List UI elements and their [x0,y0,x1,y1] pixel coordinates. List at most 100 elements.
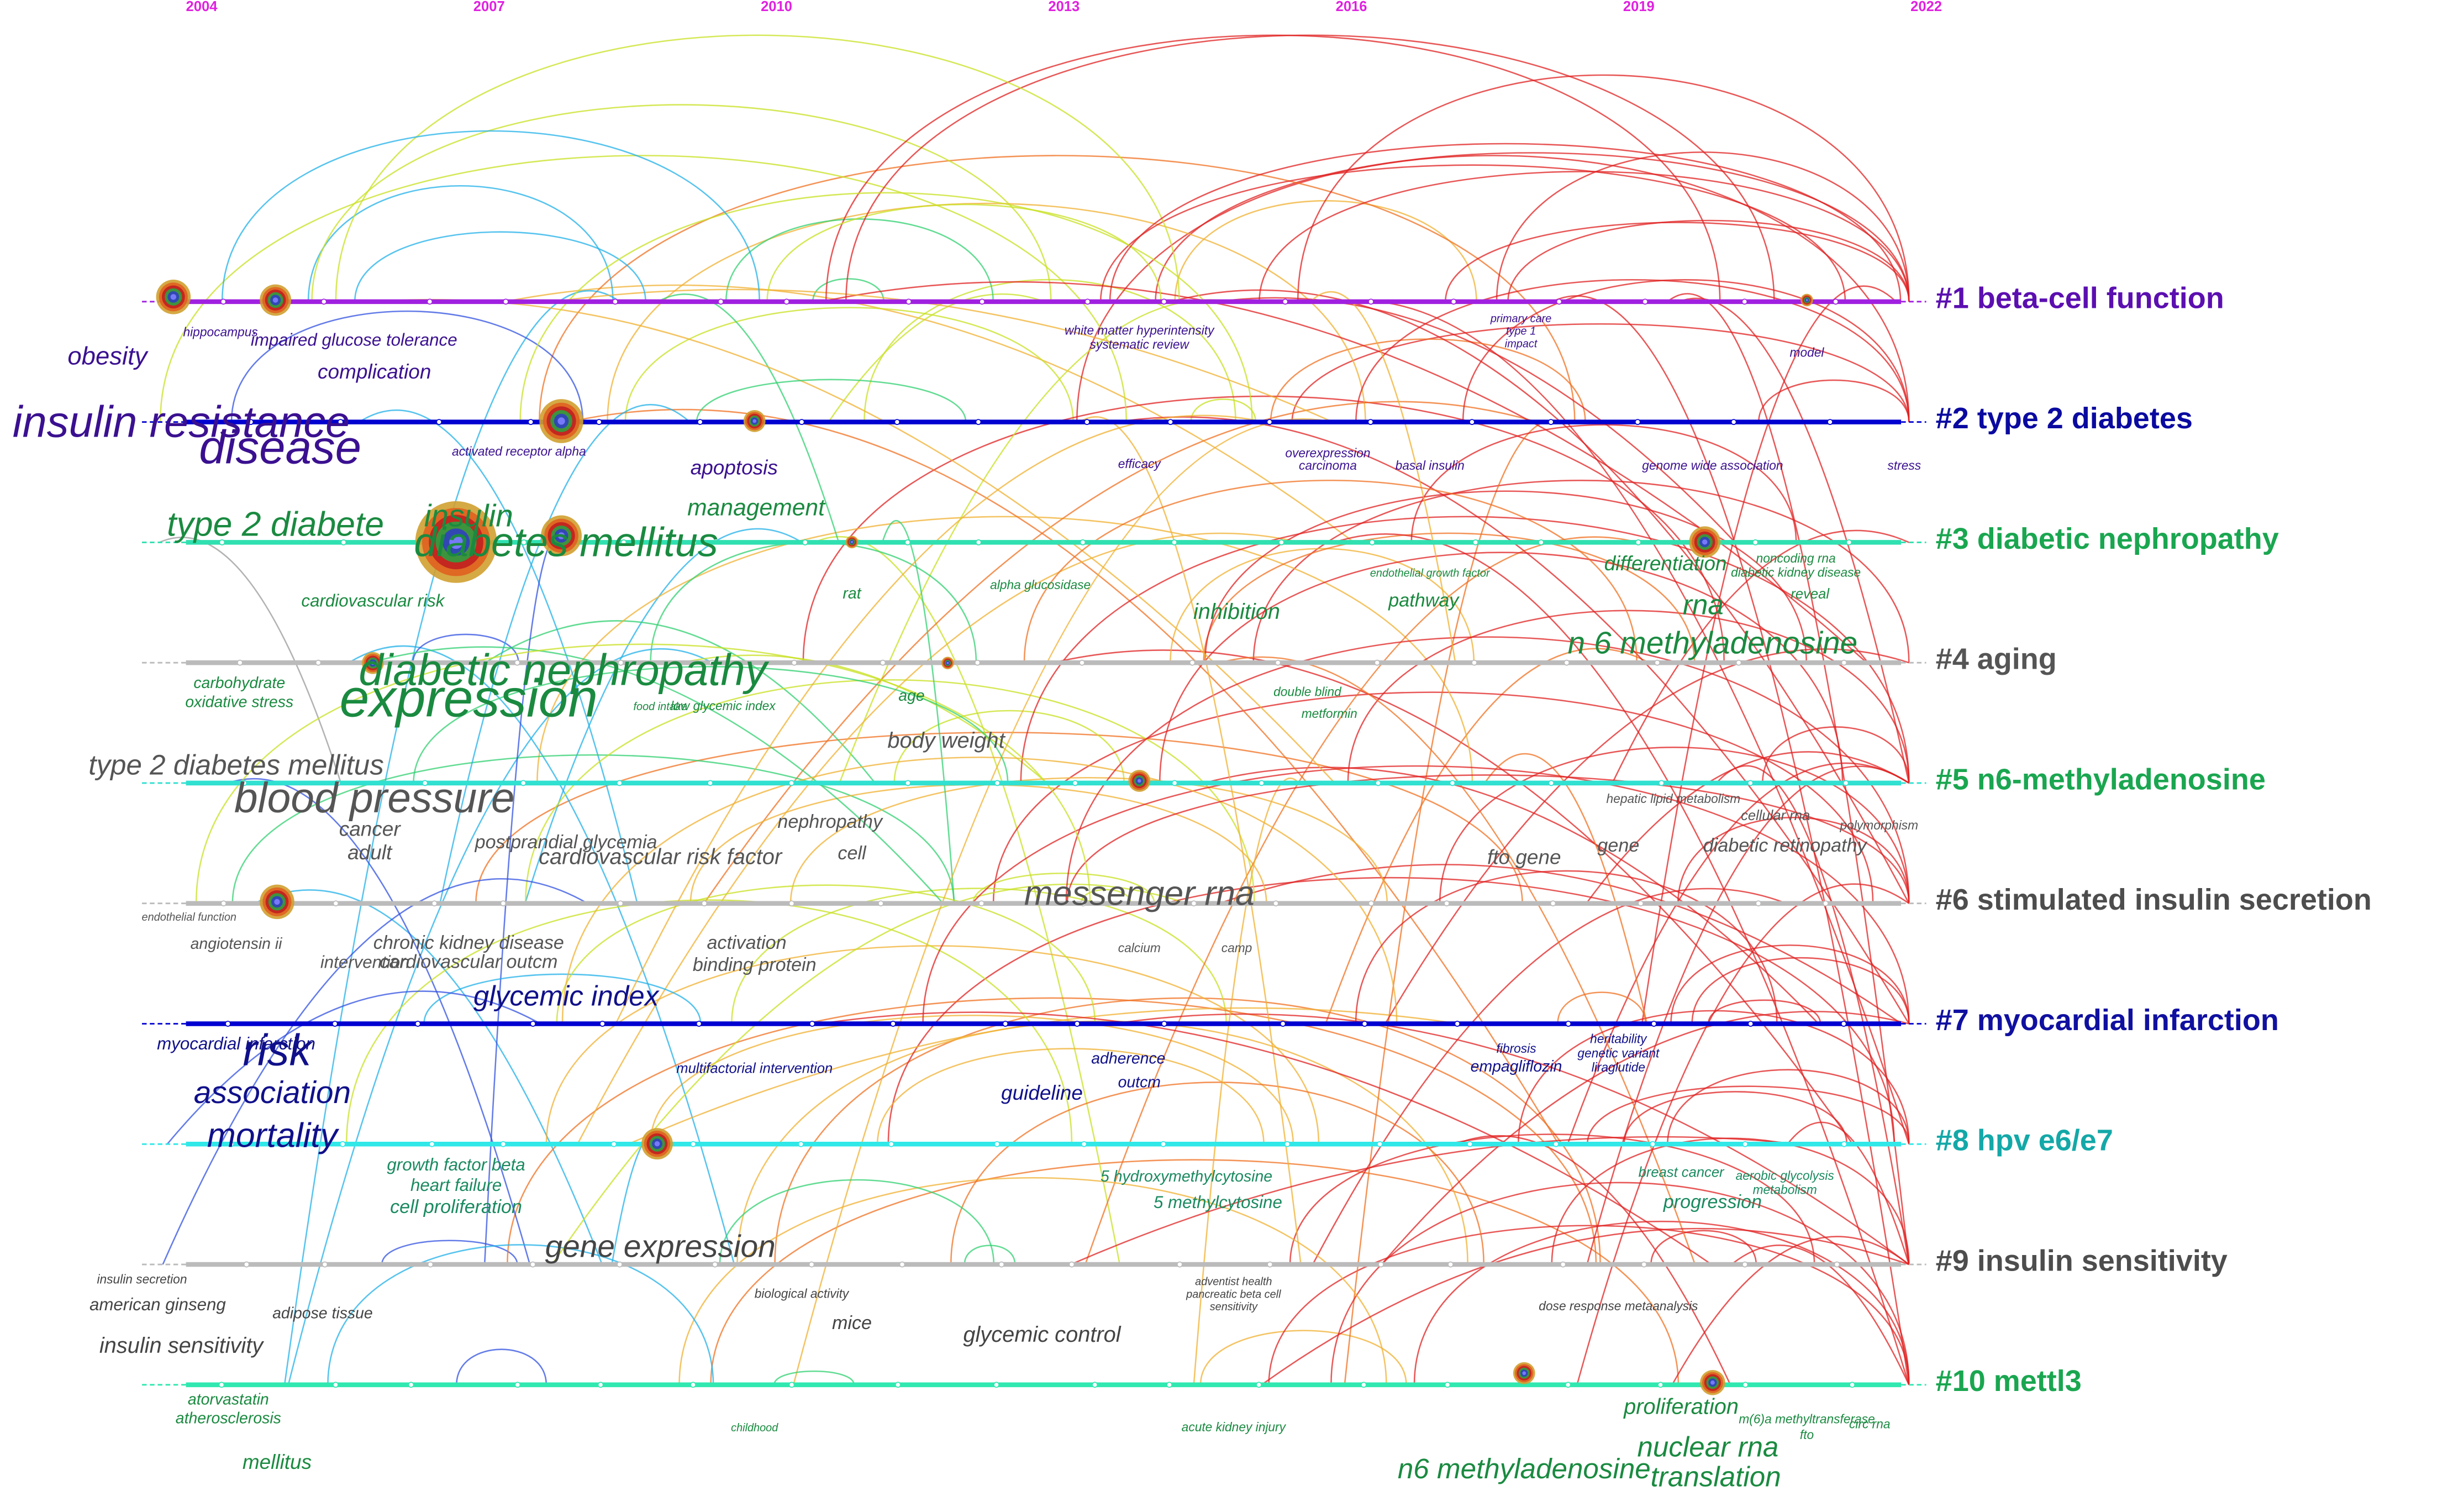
keyword: stress [1887,458,1921,473]
keyword: adult [348,841,393,864]
node [436,419,443,426]
node [1189,659,1196,666]
year-label: 2019 [1623,0,1655,14]
keyword: metformin [1302,706,1357,721]
citation-arc [327,1244,714,1385]
node [975,419,982,426]
keyword: cellular rna [1741,808,1810,823]
node [1454,1021,1461,1027]
keyword: calcium [1118,941,1161,955]
citation-arc [335,34,1180,302]
node [220,900,227,907]
citation-arc [231,754,955,904]
node [1160,1141,1167,1147]
citation-arc [1155,152,1910,302]
keyword: rna [1683,589,1724,621]
citation-arc [507,997,1597,1265]
citation-arc [159,537,342,784]
cluster-label: #7 myocardial infarction [1936,1004,2279,1037]
citation-arc [1667,293,1910,1265]
node [320,298,327,305]
citation-arc [703,401,1538,904]
citation-arc [650,1015,1294,1144]
keyword: basal insulin [1396,458,1465,473]
cluster-label: #2 type 2 diabetes [1936,402,2193,435]
citation-arc [1670,944,1910,1024]
keyword: low glycemic index [671,699,776,713]
keyword: insulin sensitivity [99,1334,264,1358]
keyword: nephropathy [777,811,883,832]
citation-arc [736,1020,1468,1265]
node [1563,659,1570,666]
keyword: breast cancer [1639,1164,1725,1180]
node [1547,419,1554,426]
citation-arc [423,973,702,1024]
keyword: type 2 diabete [167,505,384,543]
node [975,539,982,545]
node [322,1261,328,1268]
keyword: n6 methyladenosine [1398,1453,1651,1484]
citation-arc [536,516,1473,783]
citation-arc [1507,219,1910,302]
citation-arc [1623,1091,1848,1144]
node [1827,419,1833,426]
citation-arc [1567,762,1910,1144]
node [610,1141,617,1147]
citation-arc [1439,747,1910,904]
citation-arc [1114,1013,1910,1266]
node [1191,900,1197,907]
citation-arc [887,876,1895,1144]
keyword: fto gene [1487,846,1561,869]
node [1084,419,1090,426]
citation-arc [1557,991,1646,1024]
node [1275,659,1281,666]
citation-arc [166,990,541,1145]
nodes [156,280,1856,1395]
citation-arc [1297,74,1910,302]
node [1081,1141,1087,1147]
keyword: nuclear rna [1637,1431,1778,1462]
node [1650,1141,1656,1147]
keyword-node [557,532,565,539]
node [408,1382,414,1388]
keyword: cancer [339,817,402,840]
cluster-label: #1 beta-cell function [1936,281,2224,314]
node [1538,539,1544,545]
node [1378,1261,1384,1268]
node [514,659,520,666]
citation-arc [381,1240,518,1265]
node [1280,1021,1286,1027]
node [1823,900,1829,907]
node [1472,539,1479,545]
node [979,298,986,305]
node [1072,780,1078,786]
citation-arc [439,404,691,904]
keyword: proliferation [1623,1395,1739,1419]
node [890,1021,896,1027]
citation-arc [1586,765,1910,1265]
keyword: mortality [207,1116,340,1154]
keyword: pancreatic beta cell [1186,1288,1281,1300]
citation-arc [710,1159,1679,1385]
node [888,1141,894,1147]
keyword: type 1 [1506,326,1536,338]
node [899,1261,905,1268]
node [1074,1021,1081,1027]
keyword: circ rna [1849,1416,1891,1431]
citation-arc [1099,164,1846,302]
citation-arc [1691,957,1910,1024]
citation-arc [221,130,760,302]
citation-arc [1518,1010,1910,1144]
node [1565,1382,1571,1388]
keyword-node [1702,539,1708,545]
node [243,1261,250,1268]
citation-arc [819,1011,1712,1266]
node [1741,298,1748,305]
citation-arc [1667,1069,1910,1144]
keyword: complication [318,360,431,383]
keyword: carcinoma [1299,458,1357,473]
keyword: diabetic nephropathy [359,645,769,695]
node [1654,659,1661,666]
node [1560,1261,1566,1268]
